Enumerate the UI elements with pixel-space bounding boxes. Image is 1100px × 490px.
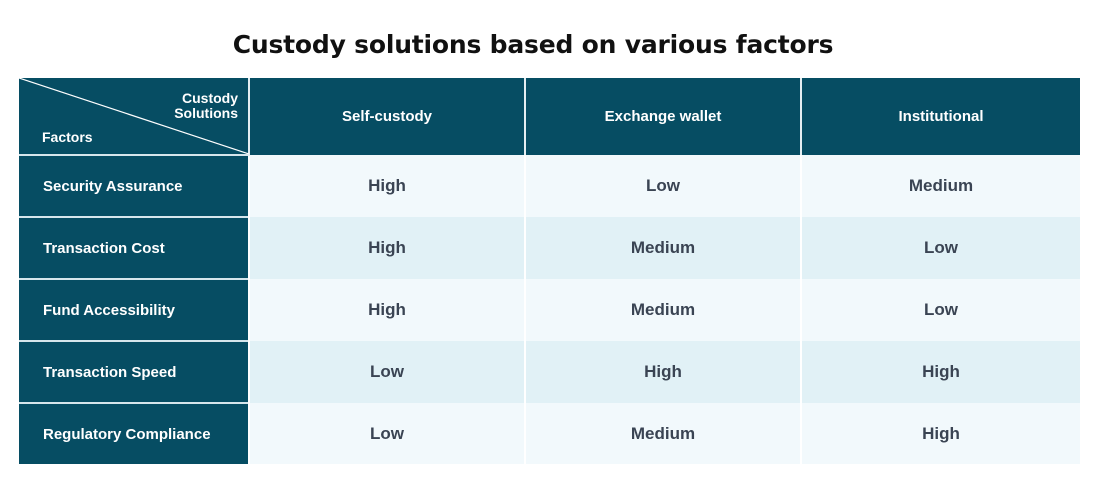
column-header: Exchange wallet <box>524 78 801 155</box>
corner-top-label: Custody Solutions <box>128 91 238 121</box>
table-row: Regulatory Compliance Low Medium High <box>19 402 1080 464</box>
table-row: Transaction Speed Low High High <box>19 340 1080 403</box>
table-cell: High <box>800 341 1080 403</box>
table-row: Transaction Cost High Medium Low <box>19 216 1080 279</box>
table-row: Fund Accessibility High Medium Low <box>19 278 1080 341</box>
table-cell: Medium <box>524 279 801 341</box>
table-cell: High <box>248 279 525 341</box>
corner-top-label-line2: Solutions <box>174 105 238 121</box>
custody-comparison-table: Custody Solutions Factors Self-custody E… <box>19 78 1080 464</box>
table-cell: High <box>524 341 801 403</box>
row-header: Transaction Cost <box>19 216 249 279</box>
corner-bottom-label: Factors <box>42 129 93 145</box>
table-cell: High <box>248 155 525 217</box>
page-title: Custody solutions based on various facto… <box>232 30 834 59</box>
table-cell: Medium <box>524 403 801 464</box>
row-header: Transaction Speed <box>19 340 249 403</box>
table-cell: Low <box>800 279 1080 341</box>
table-cell: High <box>248 217 525 279</box>
row-header: Regulatory Compliance <box>19 402 249 464</box>
corner-header-cell: Custody Solutions Factors <box>19 78 249 155</box>
column-header: Self-custody <box>248 78 525 155</box>
column-header: Institutional <box>800 78 1080 155</box>
row-header: Security Assurance <box>19 154 249 217</box>
table-row: Security Assurance High Low Medium <box>19 154 1080 217</box>
table-cell: Medium <box>800 155 1080 217</box>
table-cell: Medium <box>524 217 801 279</box>
corner-top-label-line1: Custody <box>182 90 238 106</box>
row-header: Fund Accessibility <box>19 278 249 341</box>
table-header-row: Custody Solutions Factors Self-custody E… <box>19 78 1080 155</box>
table-cell: High <box>800 403 1080 464</box>
table-cell: Low <box>248 341 525 403</box>
table-cell: Low <box>524 155 801 217</box>
table-cell: Low <box>248 403 525 464</box>
diagonal-divider <box>19 78 249 154</box>
table-cell: Low <box>800 217 1080 279</box>
